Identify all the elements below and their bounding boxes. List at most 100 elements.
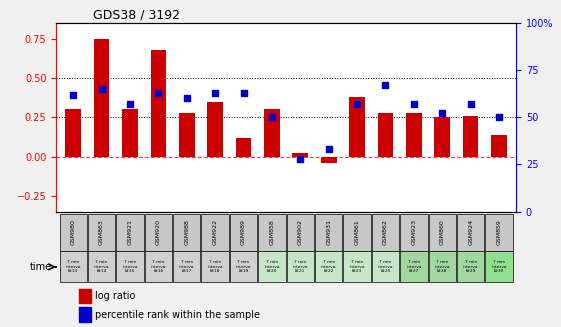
FancyBboxPatch shape [485, 214, 513, 250]
Text: 7 min
interva
l#13: 7 min interva l#13 [66, 260, 81, 273]
Text: GSM862: GSM862 [383, 219, 388, 245]
Bar [79, 289, 91, 303]
Text: GSM860: GSM860 [440, 219, 445, 245]
Text: 7 min
interva
l#30: 7 min interva l#30 [491, 260, 507, 273]
Point [353, 101, 362, 107]
Bar [406, 112, 422, 157]
Text: GSM920: GSM920 [156, 219, 161, 245]
FancyBboxPatch shape [485, 251, 513, 283]
Text: 7 min
interva
l#18: 7 min interva l#18 [208, 260, 223, 273]
Text: 7 min
interva
l#19: 7 min interva l#19 [236, 260, 251, 273]
FancyBboxPatch shape [315, 251, 342, 283]
Text: 7 min
interva
l#27: 7 min interva l#27 [406, 260, 422, 273]
Point [68, 92, 77, 97]
Text: log ratio: log ratio [95, 291, 136, 301]
FancyBboxPatch shape [88, 214, 115, 250]
Bar [350, 97, 365, 157]
FancyBboxPatch shape [429, 214, 456, 250]
Bar [79, 307, 91, 322]
Bar [65, 110, 81, 157]
Point [154, 90, 163, 95]
Text: GSM858: GSM858 [269, 219, 274, 245]
FancyBboxPatch shape [343, 214, 371, 250]
FancyBboxPatch shape [372, 214, 399, 250]
FancyBboxPatch shape [287, 214, 314, 250]
FancyBboxPatch shape [173, 251, 200, 283]
Bar [321, 157, 337, 163]
FancyBboxPatch shape [400, 251, 427, 283]
FancyBboxPatch shape [343, 251, 371, 283]
Point [126, 101, 135, 107]
Text: GSM931: GSM931 [326, 219, 331, 245]
Point [438, 111, 447, 116]
FancyBboxPatch shape [258, 251, 286, 283]
Text: GSM861: GSM861 [355, 219, 360, 245]
FancyBboxPatch shape [145, 214, 172, 250]
Text: 7 min
interva
l#16: 7 min interva l#16 [150, 260, 166, 273]
Text: GSM863: GSM863 [99, 219, 104, 245]
Text: 7 min
interva
l#22: 7 min interva l#22 [321, 260, 337, 273]
FancyBboxPatch shape [457, 251, 484, 283]
Text: GSM922: GSM922 [213, 219, 218, 245]
Point [296, 156, 305, 162]
FancyBboxPatch shape [201, 251, 229, 283]
Text: 7 min
interva
l#15: 7 min interva l#15 [122, 260, 137, 273]
Bar [236, 138, 251, 157]
Text: 7 min
interva
l#14: 7 min interva l#14 [94, 260, 109, 273]
Point [324, 147, 333, 152]
Text: 7 min
interva
l#20: 7 min interva l#20 [264, 260, 280, 273]
Bar [434, 117, 450, 157]
Bar [208, 102, 223, 157]
FancyBboxPatch shape [59, 251, 87, 283]
Bar [378, 112, 393, 157]
Text: 7 min
interva
l#28: 7 min interva l#28 [435, 260, 450, 273]
Text: GSM980: GSM980 [71, 219, 76, 245]
Text: GSM921: GSM921 [127, 219, 132, 245]
Bar [491, 135, 507, 157]
FancyBboxPatch shape [173, 214, 200, 250]
Text: 7 min
interva
l#25: 7 min interva l#25 [378, 260, 393, 273]
FancyBboxPatch shape [116, 214, 144, 250]
Bar [150, 50, 166, 157]
Text: GDS38 / 3192: GDS38 / 3192 [93, 9, 180, 22]
FancyBboxPatch shape [230, 251, 257, 283]
Point [268, 115, 277, 120]
FancyBboxPatch shape [145, 251, 172, 283]
FancyBboxPatch shape [88, 251, 115, 283]
Text: GSM989: GSM989 [241, 219, 246, 245]
FancyBboxPatch shape [457, 214, 484, 250]
Text: 7 min
interva
l#17: 7 min interva l#17 [179, 260, 195, 273]
FancyBboxPatch shape [116, 251, 144, 283]
Text: GSM923: GSM923 [411, 219, 416, 245]
Text: 7 min
interva
l#21: 7 min interva l#21 [292, 260, 308, 273]
FancyBboxPatch shape [372, 251, 399, 283]
FancyBboxPatch shape [59, 214, 87, 250]
Point [182, 96, 191, 101]
Bar [94, 39, 109, 157]
Text: 7 min
interva
l#29: 7 min interva l#29 [463, 260, 479, 273]
Point [495, 115, 504, 120]
FancyBboxPatch shape [429, 251, 456, 283]
FancyBboxPatch shape [400, 214, 427, 250]
Bar [463, 116, 479, 157]
Bar [122, 110, 138, 157]
Point [410, 101, 419, 107]
FancyBboxPatch shape [230, 214, 257, 250]
Text: GSM924: GSM924 [468, 219, 473, 245]
Point [210, 90, 219, 95]
Bar [264, 110, 280, 157]
Point [381, 82, 390, 88]
Text: GSM988: GSM988 [184, 219, 189, 245]
Point [466, 101, 475, 107]
Text: GSM859: GSM859 [496, 219, 502, 245]
FancyBboxPatch shape [315, 214, 342, 250]
Point [97, 86, 106, 92]
FancyBboxPatch shape [287, 251, 314, 283]
Bar [179, 112, 195, 157]
Text: 7 min
interva
l#23: 7 min interva l#23 [350, 260, 365, 273]
Text: time: time [30, 262, 52, 272]
Point [239, 90, 248, 95]
Text: GSM902: GSM902 [298, 219, 303, 245]
Text: percentile rank within the sample: percentile rank within the sample [95, 310, 260, 320]
FancyBboxPatch shape [201, 214, 229, 250]
